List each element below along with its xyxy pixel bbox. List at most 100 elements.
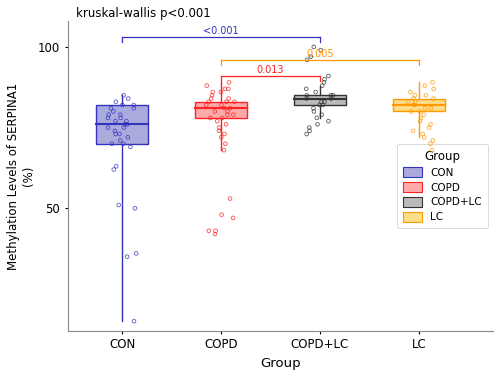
Point — [411, 102, 419, 108]
Point — [226, 105, 234, 111]
Point — [317, 47, 325, 53]
Text: 0.005: 0.005 — [306, 49, 334, 59]
Point — [303, 92, 311, 98]
Point — [218, 102, 226, 108]
Point — [409, 128, 417, 134]
Point — [324, 118, 332, 124]
Point — [220, 105, 228, 111]
Bar — [393, 98, 444, 112]
Point — [222, 99, 230, 105]
Point — [104, 112, 112, 118]
Point — [230, 112, 237, 118]
Point — [320, 99, 328, 105]
Point — [426, 105, 434, 111]
Y-axis label: Methylation Levels of SERPINA1
(%): Methylation Levels of SERPINA1 (%) — [7, 82, 35, 270]
Point — [202, 102, 210, 108]
Point — [110, 167, 118, 173]
Point — [324, 73, 332, 79]
Point — [220, 131, 228, 137]
Point — [418, 131, 426, 137]
Point — [112, 118, 120, 124]
Point — [404, 99, 412, 105]
Point — [122, 118, 130, 124]
Bar — [96, 105, 148, 144]
Point — [108, 141, 116, 147]
Point — [202, 83, 210, 89]
Point — [104, 124, 112, 130]
Legend: CON, COPD, COPD+LC, LC: CON, COPD, COPD+LC, LC — [396, 144, 488, 228]
Point — [116, 138, 124, 144]
Point — [410, 102, 418, 108]
Point — [310, 44, 318, 50]
Point — [215, 124, 223, 130]
X-axis label: Group: Group — [260, 357, 300, 370]
Point — [327, 95, 335, 101]
Point — [221, 86, 229, 92]
Point — [124, 134, 132, 140]
Point — [218, 134, 226, 140]
Point — [306, 128, 314, 134]
Point — [126, 144, 134, 150]
Point — [107, 105, 115, 111]
Point — [222, 121, 230, 127]
Point — [406, 89, 414, 95]
Point — [302, 86, 310, 92]
Point — [410, 95, 418, 101]
Point — [114, 202, 122, 208]
Point — [130, 102, 138, 108]
Point — [112, 131, 120, 137]
Point — [318, 99, 326, 105]
Point — [116, 131, 124, 137]
Point — [326, 92, 334, 98]
Point — [220, 147, 228, 153]
Point — [421, 105, 429, 111]
Point — [230, 99, 238, 105]
Point — [218, 115, 226, 121]
Point — [318, 112, 326, 118]
Point — [116, 112, 124, 118]
Point — [112, 163, 120, 169]
Point — [421, 83, 429, 89]
Point — [229, 215, 237, 221]
Point — [124, 121, 132, 127]
Point — [209, 89, 217, 95]
Point — [410, 92, 418, 98]
Point — [316, 102, 324, 108]
Point — [211, 231, 219, 237]
Text: 0.013: 0.013 — [256, 65, 284, 75]
Point — [430, 86, 438, 92]
Text: kruskal-wallis p<0.001: kruskal-wallis p<0.001 — [76, 7, 211, 20]
Point — [208, 92, 216, 98]
Point — [111, 128, 119, 134]
Point — [206, 115, 214, 121]
Point — [120, 92, 128, 98]
Point — [207, 95, 215, 101]
Point — [224, 112, 232, 118]
Point — [112, 99, 120, 105]
Point — [428, 147, 436, 153]
Point — [132, 250, 140, 256]
Point — [426, 141, 434, 147]
Point — [429, 138, 437, 144]
Point — [120, 124, 128, 130]
Point — [420, 134, 428, 140]
Bar — [195, 102, 246, 118]
Bar — [294, 95, 346, 105]
Point — [218, 212, 226, 218]
Point — [131, 205, 139, 211]
Point — [222, 141, 230, 147]
Point — [416, 115, 424, 121]
Point — [226, 196, 234, 202]
Point — [318, 83, 326, 89]
Point — [416, 109, 424, 115]
Point — [205, 99, 213, 105]
Point — [124, 95, 132, 101]
Point — [120, 121, 128, 127]
Point — [320, 80, 328, 86]
Point — [120, 141, 128, 147]
Point — [104, 115, 112, 121]
Point — [213, 118, 221, 124]
Point — [329, 92, 337, 98]
Point — [306, 124, 314, 130]
Point — [420, 112, 428, 118]
